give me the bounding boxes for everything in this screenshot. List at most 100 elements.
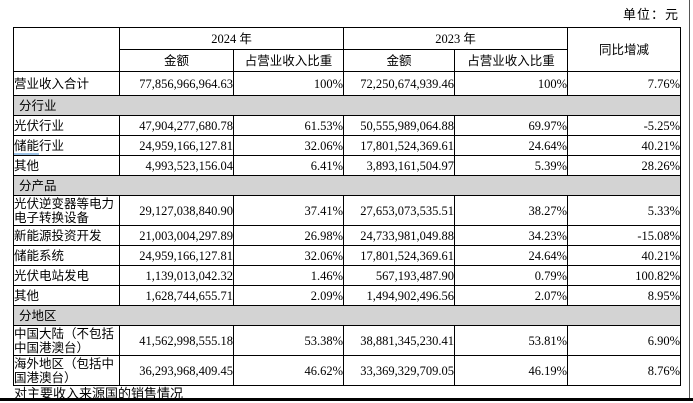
row-label-underlined-part: 储能 — [14, 138, 40, 155]
pct-2023: 5.39% — [454, 155, 569, 176]
amount-2024: 1,628,744,655.71 — [119, 285, 234, 306]
header-year-2024: 2024 年 — [118, 27, 345, 50]
table-row-product-other: 其他 1,628,744,655.71 2.09% 1,494,902,496.… — [13, 285, 682, 306]
amount-2023: 38,881,345,230.41 — [343, 325, 456, 356]
unit-label: 单位：元 — [622, 7, 679, 22]
table-row-new-energy-investment: 新能源投资开发 21,003,004,297.89 26.98% 24,733,… — [13, 225, 682, 246]
revenue-breakdown-table: 2024 年 2023 年 同比增减 金额 占营业收入比重 金额 占营业收入比重… — [12, 27, 682, 386]
amount-2023: 17,801,524,369.61 — [343, 245, 456, 266]
pct-2023: 0.79% — [454, 265, 569, 286]
amount-2024: 24,959,166,127.81 — [119, 135, 234, 156]
header-amount-2024: 金额 — [119, 49, 234, 72]
yoy-change: 8.76% — [567, 355, 682, 386]
header-pct-2024: 占营业收入比重 — [232, 49, 345, 72]
row-label: 其他 — [13, 155, 120, 176]
table-row-overseas: 海外地区（包括中国港澳台） 36,293,968,409.45 46.62% 3… — [13, 355, 682, 386]
amount-2024: 4,993,523,156.04 — [119, 155, 234, 176]
header-row-years: 2024 年 2023 年 同比增减 — [13, 27, 682, 72]
pct-2024: 2.09% — [232, 285, 345, 306]
pct-2024: 100% — [232, 71, 345, 96]
amount-2024: 21,003,004,297.89 — [119, 225, 234, 246]
pct-2024: 46.62% — [232, 355, 345, 386]
table-row-pv-power-generation: 光伏电站发电 1,139,013,042.32 1.46% 567,193,48… — [13, 265, 682, 286]
pct-2024: 61.53% — [232, 115, 345, 136]
amount-2024: 24,959,166,127.81 — [119, 245, 234, 266]
amount-2024: 41,562,998,555.18 — [119, 325, 234, 356]
yoy-change: -5.25% — [567, 115, 682, 136]
table-row-storage-industry: 储能行业 24,959,166,127.81 32.06% 17,801,524… — [13, 135, 682, 156]
pct-2024: 37.41% — [232, 195, 345, 226]
section-title: 分地区 — [12, 305, 682, 326]
yoy-change: 40.21% — [567, 245, 682, 266]
row-label: 海外地区（包括中国港澳台） — [13, 355, 120, 386]
pct-2024: 32.06% — [232, 245, 345, 266]
section-title: 分产品 — [12, 175, 682, 196]
amount-2024: 47,904,277,680.78 — [119, 115, 234, 136]
amount-2023: 27,653,073,535.51 — [343, 195, 456, 226]
amount-2023: 72,250,674,939.46 — [343, 71, 456, 96]
amount-2023: 3,893,161,504.97 — [343, 155, 456, 176]
row-label: 光伏行业 — [13, 115, 120, 136]
amount-2023: 50,555,989,064.88 — [343, 115, 456, 136]
amount-2024: 36,293,968,409.45 — [119, 355, 234, 386]
yoy-change: -15.08% — [567, 225, 682, 246]
pct-2024: 26.98% — [232, 225, 345, 246]
pct-2023: 53.81% — [454, 325, 569, 356]
row-label: 营业收入合计 — [13, 71, 120, 96]
header-pct-2023: 占营业收入比重 — [454, 49, 569, 72]
section-row-by-product: 分产品 — [12, 175, 682, 196]
pct-2024: 1.46% — [232, 265, 345, 286]
yoy-change: 8.95% — [567, 285, 682, 306]
row-label: 光伏电站发电 — [13, 265, 120, 286]
page-right-border — [689, 0, 690, 398]
row-label: 中国大陆（不包括中国港澳台） — [13, 325, 120, 356]
yoy-change: 100.82% — [567, 265, 682, 286]
amount-2023: 17,801,524,369.61 — [343, 135, 456, 156]
amount-2024: 29,127,038,840.90 — [119, 195, 234, 226]
yoy-change: 7.76% — [567, 71, 682, 96]
header-yoy-change: 同比增减 — [567, 27, 682, 72]
yoy-change: 6.90% — [567, 325, 682, 356]
pct-2024: 32.06% — [232, 135, 345, 156]
row-label-rest: 行业 — [39, 138, 65, 153]
pct-2023: 34.23% — [454, 225, 569, 246]
amount-2023: 1,494,902,496.56 — [343, 285, 456, 306]
footnote-sales-by-source-country: 对主要收入来源国的销售情况 — [14, 386, 184, 401]
row-label: 光伏逆变器等电力电子转换设备 — [13, 195, 120, 226]
row-label: 其他 — [13, 285, 120, 306]
amount-2024: 1,139,013,042.32 — [119, 265, 234, 286]
yoy-change: 5.33% — [567, 195, 682, 226]
bottom-divider-rule — [0, 398, 693, 401]
row-label: 储能系统 — [13, 245, 120, 266]
yoy-change: 28.26% — [567, 155, 682, 176]
pct-2023: 38.27% — [454, 195, 569, 226]
pct-2023: 24.64% — [454, 245, 569, 266]
pct-2024: 6.41% — [232, 155, 345, 176]
pct-2023: 24.64% — [454, 135, 569, 156]
amount-2023: 24,733,981,049.88 — [343, 225, 456, 246]
table-row-storage-systems: 储能系统 24,959,166,127.81 32.06% 17,801,524… — [13, 245, 682, 266]
section-row-by-industry: 分行业 — [12, 95, 682, 116]
header-amount-2023: 金额 — [343, 49, 456, 72]
pct-2023: 100% — [454, 71, 569, 96]
pct-2023: 2.07% — [454, 285, 569, 306]
yoy-change: 40.21% — [567, 135, 682, 156]
row-label: 新能源投资开发 — [13, 225, 120, 246]
row-label: 储能行业 — [13, 135, 120, 156]
table-row-mainland-china: 中国大陆（不包括中国港澳台） 41,562,998,555.18 53.38% … — [13, 325, 682, 356]
table-row-pv-inverters: 光伏逆变器等电力电子转换设备 29,127,038,840.90 37.41% … — [13, 195, 682, 226]
table-row-industry-other: 其他 4,993,523,156.04 6.41% 3,893,161,504.… — [13, 155, 682, 176]
pct-2023: 69.97% — [454, 115, 569, 136]
pct-2024: 53.38% — [232, 325, 345, 356]
amount-2024: 77,856,966,964.63 — [119, 71, 234, 96]
table-row-pv-industry: 光伏行业 47,904,277,680.78 61.53% 50,555,989… — [13, 115, 682, 136]
header-year-2023: 2023 年 — [343, 27, 569, 50]
section-title: 分行业 — [12, 95, 682, 116]
section-row-by-region: 分地区 — [12, 305, 682, 326]
table-row-total-revenue: 营业收入合计 77,856,966,964.63 100% 72,250,674… — [13, 71, 682, 96]
header-corner-cell — [13, 27, 120, 72]
amount-2023: 33,369,329,709.05 — [343, 355, 456, 386]
pct-2023: 46.19% — [454, 355, 569, 386]
amount-2023: 567,193,487.90 — [343, 265, 456, 286]
header-row-metrics: 金额 占营业收入比重 金额 占营业收入比重 — [14, 49, 681, 72]
